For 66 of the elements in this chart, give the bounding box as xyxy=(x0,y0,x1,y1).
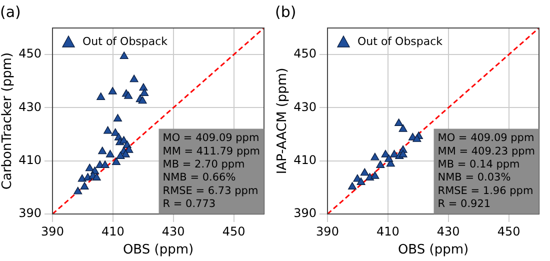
x-tick-label: 430 xyxy=(436,224,460,238)
point xyxy=(398,150,408,158)
point xyxy=(74,186,82,194)
annotation: NMB = 0.03% xyxy=(438,172,511,184)
point xyxy=(116,151,125,159)
point xyxy=(356,178,366,185)
chart-title: (a) xyxy=(0,2,21,21)
point xyxy=(376,160,385,168)
point xyxy=(80,182,89,190)
point xyxy=(100,160,110,168)
y-axis-title: IAP-AACM (ppm) xyxy=(275,68,290,174)
legend-label: Out of Obspack xyxy=(82,34,168,48)
x-tick-label: 430 xyxy=(162,224,185,238)
x-axis-title: OBS (ppm) xyxy=(398,242,469,258)
point xyxy=(348,182,357,190)
y-tick-label: 410 xyxy=(294,152,317,167)
point xyxy=(394,118,404,126)
legend-label: Out of Obspack xyxy=(358,34,444,48)
point xyxy=(124,91,133,99)
y-tick-label: 430 xyxy=(18,100,42,114)
point xyxy=(106,150,114,158)
y-tick-label: 390 xyxy=(18,206,42,220)
point xyxy=(370,152,380,160)
point xyxy=(114,114,122,122)
annotation: MO = 409.09 ppm xyxy=(438,132,534,144)
y-axis-title: CarbonTracker (ppm) xyxy=(0,52,16,190)
point xyxy=(384,154,394,162)
x-tick-label: 410 xyxy=(376,224,400,238)
x-tick-label: 390 xyxy=(316,224,339,238)
annotation: NMB = 0.66% xyxy=(162,172,236,184)
annotation: MM = 411.79 ppm xyxy=(162,145,260,158)
point xyxy=(412,134,422,142)
point xyxy=(96,92,106,100)
point xyxy=(112,158,121,166)
y-tick-label: 450 xyxy=(18,46,42,61)
point xyxy=(98,146,107,154)
x-axis-title: OBS (ppm) xyxy=(122,242,194,258)
annotation: R = 0.773 xyxy=(162,198,216,210)
annotation: MM = 409.23 ppm xyxy=(438,145,536,158)
point xyxy=(78,174,86,182)
y-tick-label: 410 xyxy=(18,152,42,167)
point xyxy=(140,88,149,96)
chart-title: (b) xyxy=(275,2,296,21)
annotation: RMSE = 6.73 ppm xyxy=(162,184,258,197)
point xyxy=(104,126,112,134)
point xyxy=(398,124,408,132)
point xyxy=(92,173,101,180)
annotation: MO = 409.09 ppm xyxy=(162,132,260,144)
annotation: MB = 2.70 ppm xyxy=(162,158,245,171)
point xyxy=(108,86,117,94)
x-tick-label: 450 xyxy=(497,224,520,238)
x-tick-label: 390 xyxy=(41,224,64,238)
point xyxy=(138,96,147,104)
point xyxy=(130,74,138,82)
x-tick-label: 410 xyxy=(101,224,124,238)
annotation: RMSE = 1.96 ppm xyxy=(438,184,534,197)
y-tick-label: 390 xyxy=(294,206,317,220)
y-tick-label: 430 xyxy=(294,100,317,114)
annotation: MB = 0.14 ppm xyxy=(438,158,520,171)
point xyxy=(370,171,380,179)
point xyxy=(120,52,128,60)
annotation: R = 0.921 xyxy=(438,198,491,210)
point xyxy=(360,168,369,176)
point xyxy=(85,164,94,172)
y-tick-label: 450 xyxy=(294,46,317,61)
x-tick-label: 450 xyxy=(222,224,246,238)
